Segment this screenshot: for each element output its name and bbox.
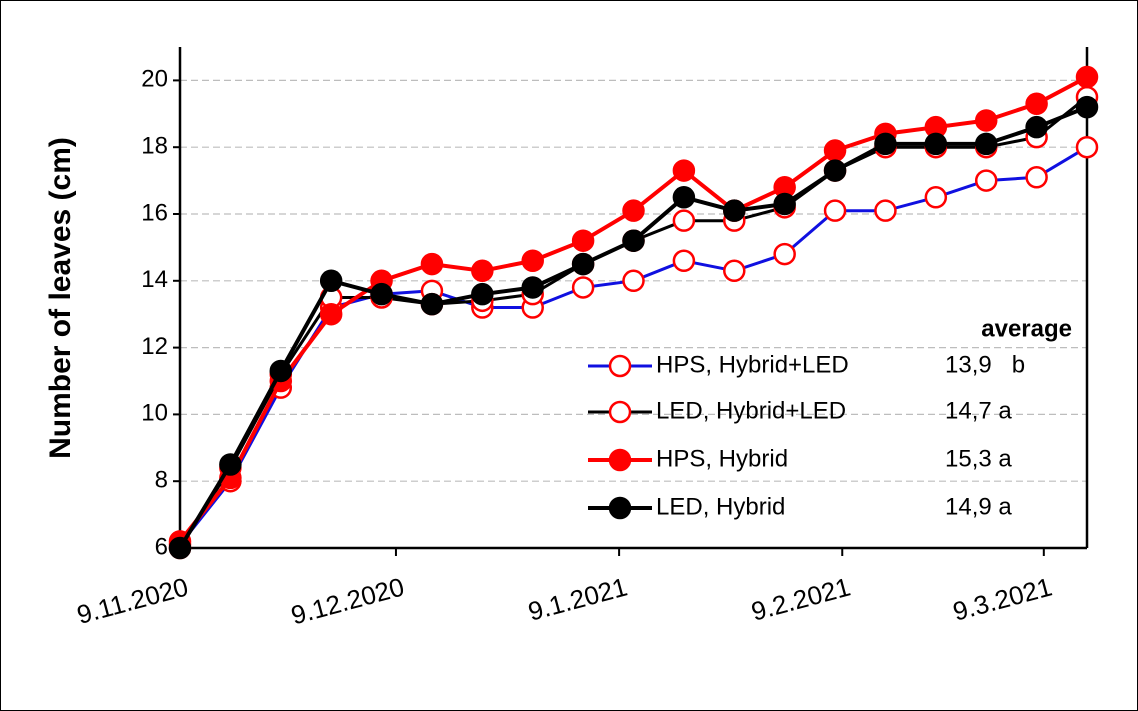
legend-label: LED, Hybrid — [656, 493, 785, 520]
data-point — [521, 249, 544, 273]
data-point — [672, 209, 696, 232]
legend-label: LED, Hybrid+LED — [656, 397, 846, 424]
data-point — [823, 199, 847, 222]
legend-average: 14,9 a — [945, 493, 1012, 520]
data-point — [571, 252, 595, 276]
data-point — [319, 302, 343, 326]
legend-average: 14,7 a — [945, 397, 1012, 424]
data-point — [571, 276, 595, 299]
y-tick-label: 10 — [141, 400, 168, 427]
data-point — [874, 132, 897, 156]
data-point — [420, 292, 444, 316]
data-point — [723, 259, 746, 283]
data-point — [370, 282, 393, 306]
y-axis-label: Number of leaves (cm) — [44, 137, 77, 459]
data-point — [823, 159, 847, 182]
data-point — [773, 242, 796, 266]
data-point — [672, 249, 696, 273]
data-point — [924, 186, 948, 209]
legend-label: HPS, Hybrid — [656, 445, 788, 472]
y-tick-label: 18 — [141, 133, 168, 160]
legend-marker — [608, 400, 632, 424]
data-point — [319, 269, 343, 293]
data-point — [471, 259, 494, 283]
data-point — [1075, 65, 1099, 89]
legend-average: 15,3 a — [945, 445, 1012, 472]
data-point — [1025, 92, 1048, 116]
data-point — [1025, 166, 1048, 189]
legend-marker — [608, 448, 632, 472]
data-point — [1075, 135, 1099, 159]
y-tick-label: 12 — [141, 333, 168, 360]
data-point — [269, 359, 293, 383]
data-point — [823, 139, 847, 162]
legend-label: HPS, Hybrid+LED — [656, 351, 849, 378]
data-point — [974, 132, 998, 156]
data-point — [168, 536, 192, 560]
data-point — [974, 109, 998, 132]
data-point — [471, 282, 494, 306]
data-point — [622, 229, 645, 252]
data-point — [1075, 95, 1099, 119]
y-tick-label: 6 — [155, 533, 168, 560]
data-point — [622, 199, 645, 222]
legend-average: 13,9 b — [945, 351, 1025, 378]
data-point — [874, 199, 897, 222]
data-point — [420, 252, 444, 276]
data-point — [672, 159, 696, 182]
data-point — [672, 186, 696, 209]
data-point — [622, 269, 645, 293]
y-tick-label: 14 — [141, 266, 168, 293]
data-point — [521, 276, 544, 299]
data-point — [723, 199, 746, 222]
y-tick-label: 20 — [141, 66, 168, 93]
data-point — [773, 192, 796, 216]
data-point — [924, 132, 948, 156]
legend-title: average — [981, 315, 1072, 342]
data-point — [1025, 115, 1048, 139]
data-point — [974, 169, 998, 192]
y-tick-label: 8 — [155, 467, 168, 494]
legend-marker — [608, 496, 632, 520]
y-tick-label: 16 — [141, 199, 168, 226]
legend-marker — [608, 354, 632, 378]
data-point — [219, 453, 242, 476]
data-point — [571, 229, 595, 252]
